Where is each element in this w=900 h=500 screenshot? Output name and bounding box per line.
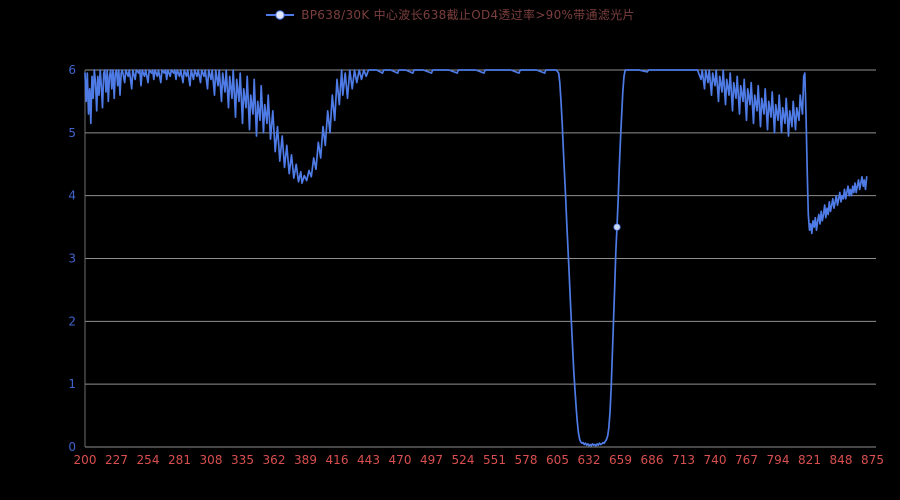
series-line [84,69,868,447]
y-axis-tick-label: 0 [68,440,76,454]
y-axis-tick-label: 1 [68,377,76,391]
x-axis-tick-label: 497 [420,453,443,467]
x-axis-tick-label: 794 [767,453,790,467]
x-axis-tick-label: 551 [483,453,506,467]
legend[interactable]: BP638/30K 中心波长638截止OD4透过率>90%带通滤光片 [0,6,900,23]
x-axis-tick-label: 416 [326,453,349,467]
x-axis-tick-label: 281 [168,453,191,467]
x-axis-tick-label: 767 [735,453,758,467]
x-axis-tick-label: 605 [546,453,569,467]
y-axis-tick-label: 6 [68,63,76,77]
x-axis-tick-label: 659 [609,453,632,467]
x-axis-tick-label: 335 [231,453,254,467]
x-axis-tick-label: 686 [641,453,664,467]
x-axis-tick-label: 200 [74,453,97,467]
y-axis-tick-label: 4 [68,189,76,203]
x-axis-tick-label: 632 [578,453,601,467]
x-axis-tick-label: 362 [263,453,286,467]
x-axis-tick-label: 578 [515,453,538,467]
x-axis-tick-label: 308 [200,453,223,467]
legend-label: BP638/30K 中心波长638截止OD4透过率>90%带通滤光片 [301,8,635,22]
legend-line-marker-icon [266,9,295,20]
x-axis-tick-label: 713 [672,453,695,467]
x-axis-tick-label: 443 [357,453,380,467]
x-axis-tick-label: 848 [830,453,853,467]
x-axis-tick-label: 389 [294,453,317,467]
y-axis-tick-label: 5 [68,126,76,140]
x-axis-tick-label: 470 [389,453,412,467]
x-axis-tick-label: 524 [452,453,475,467]
x-axis-tick-label: 740 [704,453,727,467]
x-axis-tick-label: 875 [861,453,884,467]
y-axis-tick-label: 3 [68,252,76,266]
x-axis-tick-label: 821 [798,453,821,467]
x-axis-tick-label: 227 [105,453,128,467]
series-point-marker [613,223,621,231]
y-axis-tick-label: 2 [68,314,76,328]
x-axis-tick-label: 254 [137,453,160,467]
